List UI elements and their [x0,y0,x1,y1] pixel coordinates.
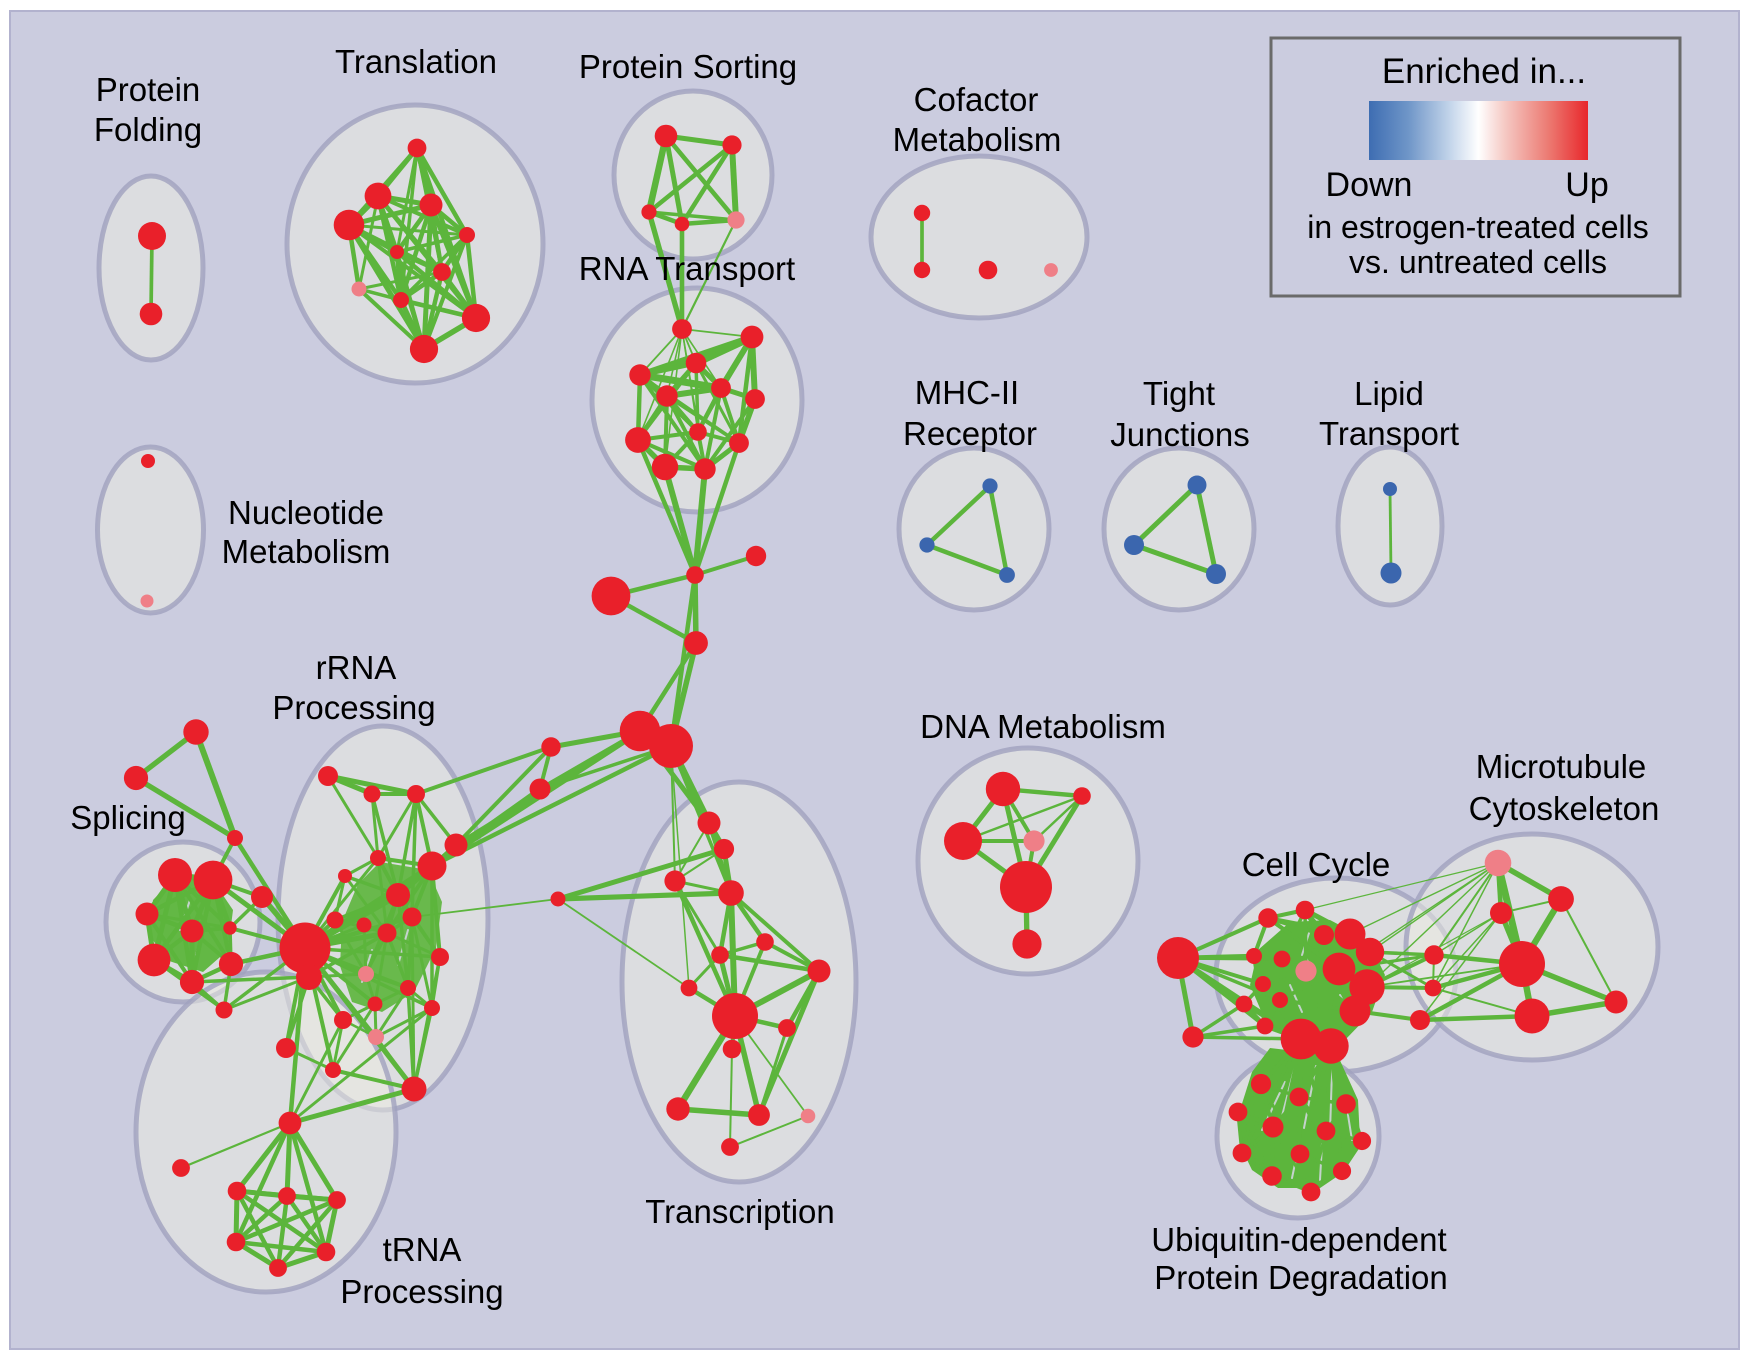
svg-text:Up: Up [1565,166,1608,204]
svg-text:Transport: Transport [1319,415,1459,452]
svg-text:RNA Transport: RNA Transport [579,250,795,287]
svg-text:Ubiquitin-dependent: Ubiquitin-dependent [1151,1221,1446,1258]
svg-text:Protein Degradation: Protein Degradation [1154,1259,1448,1296]
svg-text:Metabolism: Metabolism [222,533,391,570]
svg-text:Processing: Processing [272,689,435,726]
svg-text:Cytoskeleton: Cytoskeleton [1469,790,1660,827]
svg-text:Protein Sorting: Protein Sorting [579,48,797,85]
svg-text:tRNA: tRNA [383,1231,462,1268]
svg-text:Receptor: Receptor [903,415,1037,452]
svg-text:Translation: Translation [335,43,497,80]
svg-text:in estrogen-treated cells: in estrogen-treated cells [1307,209,1649,245]
svg-text:Microtubule: Microtubule [1476,748,1647,785]
svg-text:Down: Down [1326,166,1413,204]
svg-text:MHC-II: MHC-II [915,374,1019,411]
svg-text:Splicing: Splicing [70,799,186,836]
svg-text:Junctions: Junctions [1110,416,1249,453]
svg-text:Folding: Folding [94,111,202,148]
svg-text:Metabolism: Metabolism [893,121,1062,158]
svg-text:Cell Cycle: Cell Cycle [1242,846,1391,883]
svg-text:Transcription: Transcription [645,1193,835,1230]
svg-text:Enriched in...: Enriched in... [1382,52,1586,91]
svg-text:Tight: Tight [1143,375,1215,412]
svg-text:Lipid: Lipid [1354,375,1424,412]
svg-text:Cofactor: Cofactor [914,81,1039,118]
svg-text:DNA Metabolism: DNA Metabolism [920,708,1166,745]
svg-text:Nucleotide: Nucleotide [228,494,384,531]
svg-text:vs. untreated cells: vs. untreated cells [1349,244,1607,280]
svg-text:Protein: Protein [96,71,201,108]
svg-text:rRNA: rRNA [316,649,397,686]
svg-text:Processing: Processing [340,1273,503,1310]
